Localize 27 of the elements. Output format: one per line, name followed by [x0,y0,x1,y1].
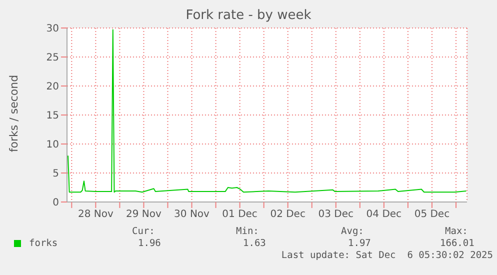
y-tick-label: 10 [46,140,59,151]
x-tick-label: 02 Dec [270,209,306,220]
x-tick-label: 04 Dec [366,209,402,220]
y-tick-label: 30 [46,24,59,35]
y-tick-label: 25 [46,52,59,64]
text: Min: [236,226,259,237]
x-tick-label: 28 Nov [78,209,114,220]
text: Last update: Sat Dec 6 05:30:02 2025 [280,250,494,261]
legend-label: forks [29,238,58,249]
x-tick-label: 05 Dec [414,209,450,220]
x-tick-label: 01 Dec [222,209,258,220]
text: Max: [445,226,468,237]
text: Avg: [341,226,364,237]
text: 1.96 [138,238,161,249]
y-tick-label: 0 [52,198,59,209]
y-tick-label: 15 [46,110,59,122]
text: Cur: [132,226,155,237]
text: 1.63 [243,238,266,249]
text: 166.01 [440,238,474,249]
y-tick-label: 5 [52,168,59,180]
x-tick-label: 03 Dec [318,209,354,220]
x-tick-label: 30 Nov [174,209,210,220]
chart-title: Fork rate - by week [184,8,312,23]
text: 1.97 [348,238,371,249]
y-tick-label: 20 [46,82,59,93]
x-tick-label: 29 Nov [126,209,162,220]
y-axis-title: forks / second [8,74,20,154]
